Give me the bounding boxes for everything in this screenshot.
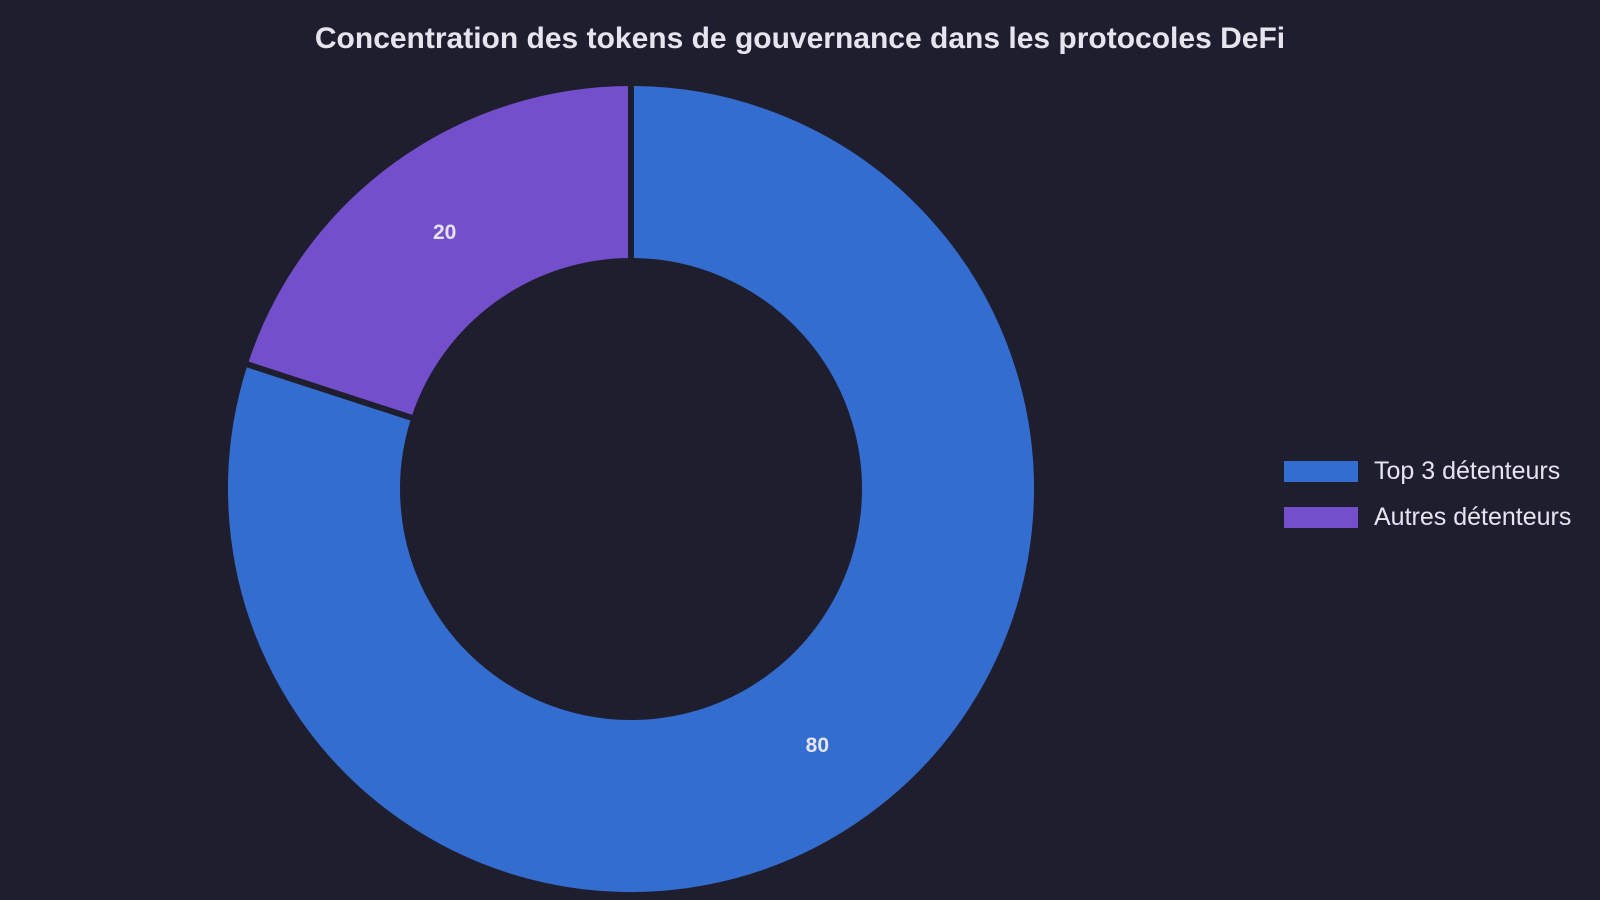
donut-slice-2 <box>241 79 634 423</box>
legend-label: Autres détenteurs <box>1374 502 1572 531</box>
data-label-1: 80 <box>806 734 829 757</box>
donut-data-labels: 80 20 <box>433 221 829 757</box>
legend: Top 3 détenteurs Autres détenteurs <box>1284 448 1571 540</box>
legend-item-1: Top 3 détenteurs <box>1284 448 1571 494</box>
legend-swatch <box>1284 460 1358 482</box>
donut-slice-1 <box>222 79 1040 898</box>
chart-title: Concentration des tokens de gouvernance … <box>314 22 1286 55</box>
legend-item-2: Autres détenteurs <box>1284 494 1571 540</box>
legend-label: Top 3 détenteurs <box>1374 456 1561 485</box>
data-label-2: 20 <box>433 221 456 244</box>
donut-slices <box>222 79 1040 898</box>
legend-swatch <box>1284 506 1358 528</box>
